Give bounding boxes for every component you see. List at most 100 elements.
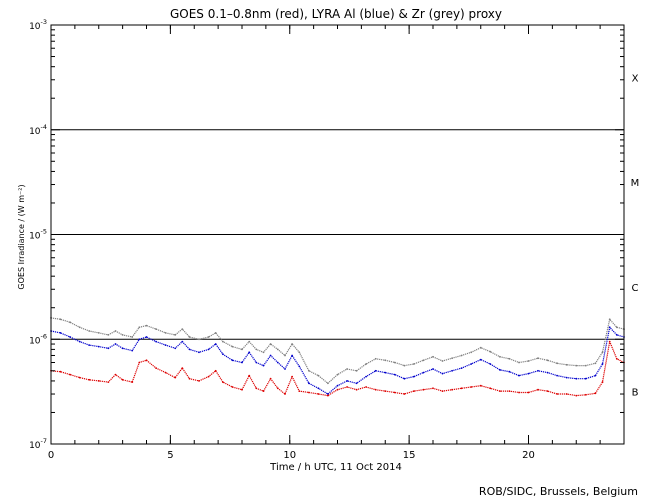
data-point xyxy=(69,336,71,338)
data-point xyxy=(138,361,141,364)
data-point xyxy=(69,321,71,324)
data-point xyxy=(188,336,191,338)
data-point xyxy=(97,332,100,334)
data-point xyxy=(107,347,110,350)
flare-class-label: M xyxy=(631,178,640,189)
data-point xyxy=(255,387,258,390)
data-point xyxy=(346,386,348,388)
data-point xyxy=(138,326,141,329)
data-point xyxy=(527,372,530,375)
data-point xyxy=(198,351,200,354)
flare-class-label: C xyxy=(632,283,639,294)
data-point xyxy=(601,363,604,365)
data-point xyxy=(615,357,618,360)
data-point xyxy=(291,375,293,378)
data-point xyxy=(546,359,549,362)
data-point xyxy=(59,318,62,321)
data-point xyxy=(432,368,434,370)
data-point xyxy=(107,334,110,336)
data-point xyxy=(214,369,217,372)
data-point xyxy=(308,369,310,372)
data-point xyxy=(518,361,520,364)
data-point xyxy=(155,340,158,343)
data-point xyxy=(518,374,520,377)
data-point xyxy=(255,361,258,364)
data-point xyxy=(298,390,301,392)
data-point xyxy=(248,340,251,343)
data-point xyxy=(537,357,539,360)
data-point xyxy=(601,351,604,354)
data-point xyxy=(291,343,293,345)
data-point xyxy=(121,378,124,381)
data-point xyxy=(78,340,81,343)
data-point xyxy=(584,364,587,367)
data-point xyxy=(565,393,568,395)
data-point xyxy=(527,391,530,394)
data-point xyxy=(518,391,520,394)
data-point xyxy=(508,357,511,360)
data-point xyxy=(207,348,210,351)
data-point xyxy=(355,369,358,372)
data-point xyxy=(107,381,110,383)
data-point xyxy=(174,347,177,350)
data-point xyxy=(145,336,148,338)
data-point xyxy=(291,354,293,357)
data-point xyxy=(164,371,167,374)
data-point xyxy=(422,359,425,362)
data-point xyxy=(284,354,286,357)
data-point xyxy=(393,373,396,376)
data-point xyxy=(181,340,184,343)
data-point xyxy=(451,357,453,360)
data-point xyxy=(276,348,279,351)
data-point xyxy=(393,391,396,394)
data-point xyxy=(470,363,473,365)
data-point xyxy=(508,390,511,392)
data-point xyxy=(384,359,387,362)
data-point xyxy=(441,372,444,375)
credit-text: ROB/SIDC, Brussels, Belgium xyxy=(479,485,638,498)
data-point xyxy=(346,368,348,370)
flare-class-label: X xyxy=(632,73,639,84)
data-point xyxy=(298,365,301,368)
data-point xyxy=(114,330,117,332)
data-point xyxy=(145,359,148,362)
data-point xyxy=(222,353,224,356)
data-point xyxy=(601,381,604,383)
data-point xyxy=(298,351,301,354)
data-point xyxy=(615,326,618,329)
y-tick-label: 10-3 xyxy=(29,18,47,32)
data-point xyxy=(384,390,387,392)
data-point xyxy=(231,345,234,348)
data-point xyxy=(346,380,348,382)
data-point xyxy=(460,387,463,390)
data-point xyxy=(479,358,482,361)
y-tick-label: 10-4 xyxy=(29,123,47,137)
data-point xyxy=(164,332,167,334)
data-point xyxy=(384,371,387,374)
data-point xyxy=(451,369,453,372)
data-point xyxy=(441,360,444,362)
data-point xyxy=(336,388,339,391)
data-point xyxy=(565,376,568,379)
data-point xyxy=(188,377,191,380)
data-point xyxy=(231,386,234,388)
data-point xyxy=(78,376,81,379)
data-point xyxy=(174,334,177,336)
data-point xyxy=(145,324,148,327)
data-point xyxy=(138,338,141,341)
data-point xyxy=(327,394,329,397)
data-point xyxy=(575,364,578,367)
data-point xyxy=(403,364,406,367)
data-point xyxy=(214,343,217,345)
data-point xyxy=(121,334,124,336)
data-point xyxy=(594,362,597,365)
data-point xyxy=(131,381,134,383)
data-point xyxy=(155,367,158,369)
data-point xyxy=(537,369,539,372)
x-tick-label: 15 xyxy=(403,450,416,461)
y-axis-label: GOES Irradiance / (W m⁻²) xyxy=(17,184,26,289)
data-point xyxy=(114,343,117,345)
data-point xyxy=(527,360,530,362)
data-point xyxy=(374,357,377,360)
